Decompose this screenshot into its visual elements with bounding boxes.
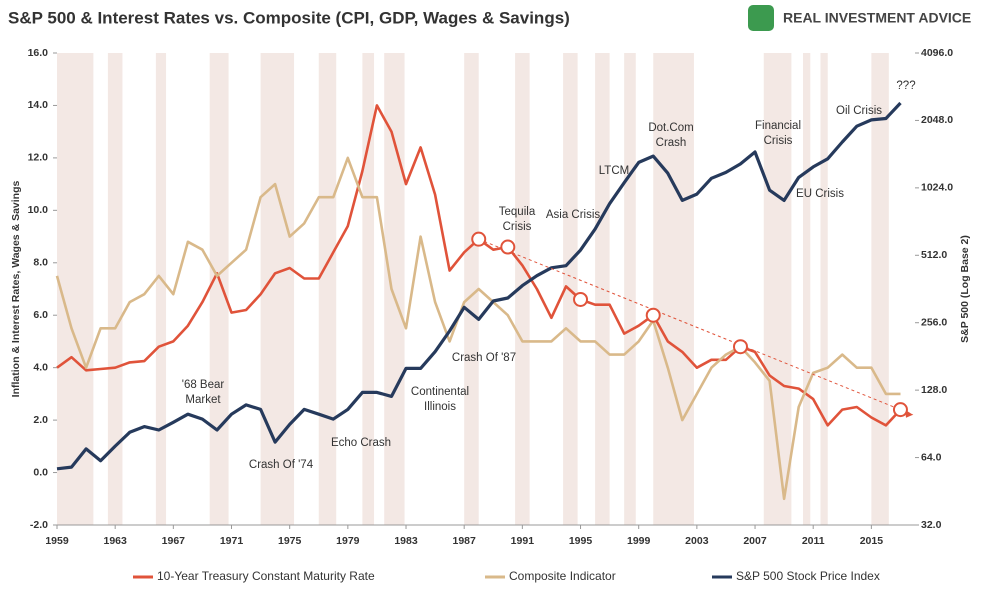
shaded-period [871, 53, 889, 525]
x-tick-label: 1995 [569, 535, 593, 547]
y-tick-label: 6.0 [33, 309, 48, 321]
annotation: Echo Crash [331, 437, 391, 449]
x-tick-label: 1991 [511, 535, 535, 547]
shaded-period [209, 53, 229, 525]
legend-label: Composite Indicator [509, 569, 616, 583]
trend-line [478, 238, 914, 416]
annotation: Oil Crisis [836, 105, 882, 117]
y2-tick-label: 2048.0 [921, 114, 953, 126]
shaded-period [464, 53, 479, 525]
annotation: Crisis [503, 221, 532, 233]
shaded-period [653, 53, 694, 525]
y-tick-label: 8.0 [33, 257, 48, 269]
x-tick-label: 1983 [394, 535, 418, 547]
peak-marker [471, 231, 487, 247]
legend-label: S&P 500 Stock Price Index [736, 569, 880, 583]
y-tick-label: -2.0 [30, 519, 48, 531]
y-tick-label: 2.0 [33, 414, 48, 426]
annotation: Crash Of '87 [452, 352, 516, 364]
peak-marker [892, 402, 908, 418]
peak-marker [500, 239, 516, 255]
x-tick-label: 1963 [103, 535, 127, 547]
shaded-period [107, 53, 123, 525]
shaded-period [803, 53, 811, 525]
annotation: Financial [755, 120, 801, 132]
series-line [56, 101, 902, 471]
legend-label: 10-Year Treasury Constant Maturity Rate [157, 569, 375, 583]
annotation: Continental [411, 386, 469, 398]
chart-title: S&P 500 & Interest Rates vs. Composite (… [8, 8, 570, 27]
shaded-period [624, 53, 636, 525]
x-tick-label: 1967 [162, 535, 186, 547]
x-tick-label: 1999 [627, 535, 651, 547]
y-tick-label: 4.0 [33, 361, 48, 373]
shaded-period [260, 53, 295, 525]
brand-logo: REAL INVESTMENT ADVICE [748, 5, 971, 31]
y-axis-label: Inflation & Interest Rates, Wages & Savi… [10, 181, 22, 398]
annotation: Illinois [424, 401, 456, 413]
y2-tick-label: 1024.0 [921, 182, 953, 194]
x-tick-label: 2015 [860, 535, 884, 547]
y2-tick-label: 64.0 [921, 451, 942, 463]
x-tick-label: 1959 [45, 535, 69, 547]
shaded-period [362, 53, 375, 525]
x-tick-label: 1979 [336, 535, 360, 547]
annotation: Tequila [499, 206, 536, 218]
peak-marker [573, 291, 589, 307]
peak-marker [645, 307, 661, 323]
annotation: Asia Crisis [546, 209, 601, 221]
shaded-period [155, 53, 167, 525]
shaded-period [384, 53, 405, 525]
y2-tick-label: 4096.0 [921, 47, 953, 59]
shaded-period [318, 53, 337, 525]
annotation: Market [185, 394, 221, 406]
shaded-period [57, 53, 94, 525]
annotation: Dot.Com [648, 122, 693, 134]
annotation: LTCM [599, 165, 629, 177]
y2-tick-label: 256.0 [921, 316, 947, 328]
logo-icon [748, 5, 774, 31]
annotation: Crash [656, 137, 687, 149]
y-tick-label: 0.0 [33, 466, 48, 478]
x-tick-label: 2003 [685, 535, 709, 547]
shaded-period [515, 53, 530, 525]
y2-tick-label: 512.0 [921, 249, 947, 261]
y2-tick-label: 128.0 [921, 384, 947, 396]
annotation: Crisis [764, 135, 793, 147]
annotation: EU Crisis [796, 188, 844, 200]
x-tick-label: 2011 [802, 535, 825, 547]
x-tick-label: 2007 [743, 535, 767, 547]
y-tick-label: 14.0 [28, 99, 49, 111]
x-tick-label: 1987 [453, 535, 477, 547]
x-tick-label: 1971 [220, 535, 244, 547]
x-tick-label: 1975 [278, 535, 302, 547]
annotation: ??? [896, 80, 915, 92]
y2-axis-label: S&P 500 (Log Base 2) [959, 235, 971, 343]
y2-tick-label: 32.0 [921, 519, 942, 531]
series-line [55, 156, 901, 501]
brand-name: REAL INVESTMENT ADVICE [783, 10, 971, 26]
shaded-period [820, 53, 828, 525]
annotation: Crash Of '74 [249, 459, 314, 471]
annotation: '68 Bear [182, 379, 225, 391]
y-tick-label: 10.0 [28, 204, 49, 216]
y-tick-label: 16.0 [28, 47, 49, 59]
y-tick-label: 12.0 [28, 152, 49, 164]
peak-marker [732, 339, 748, 355]
